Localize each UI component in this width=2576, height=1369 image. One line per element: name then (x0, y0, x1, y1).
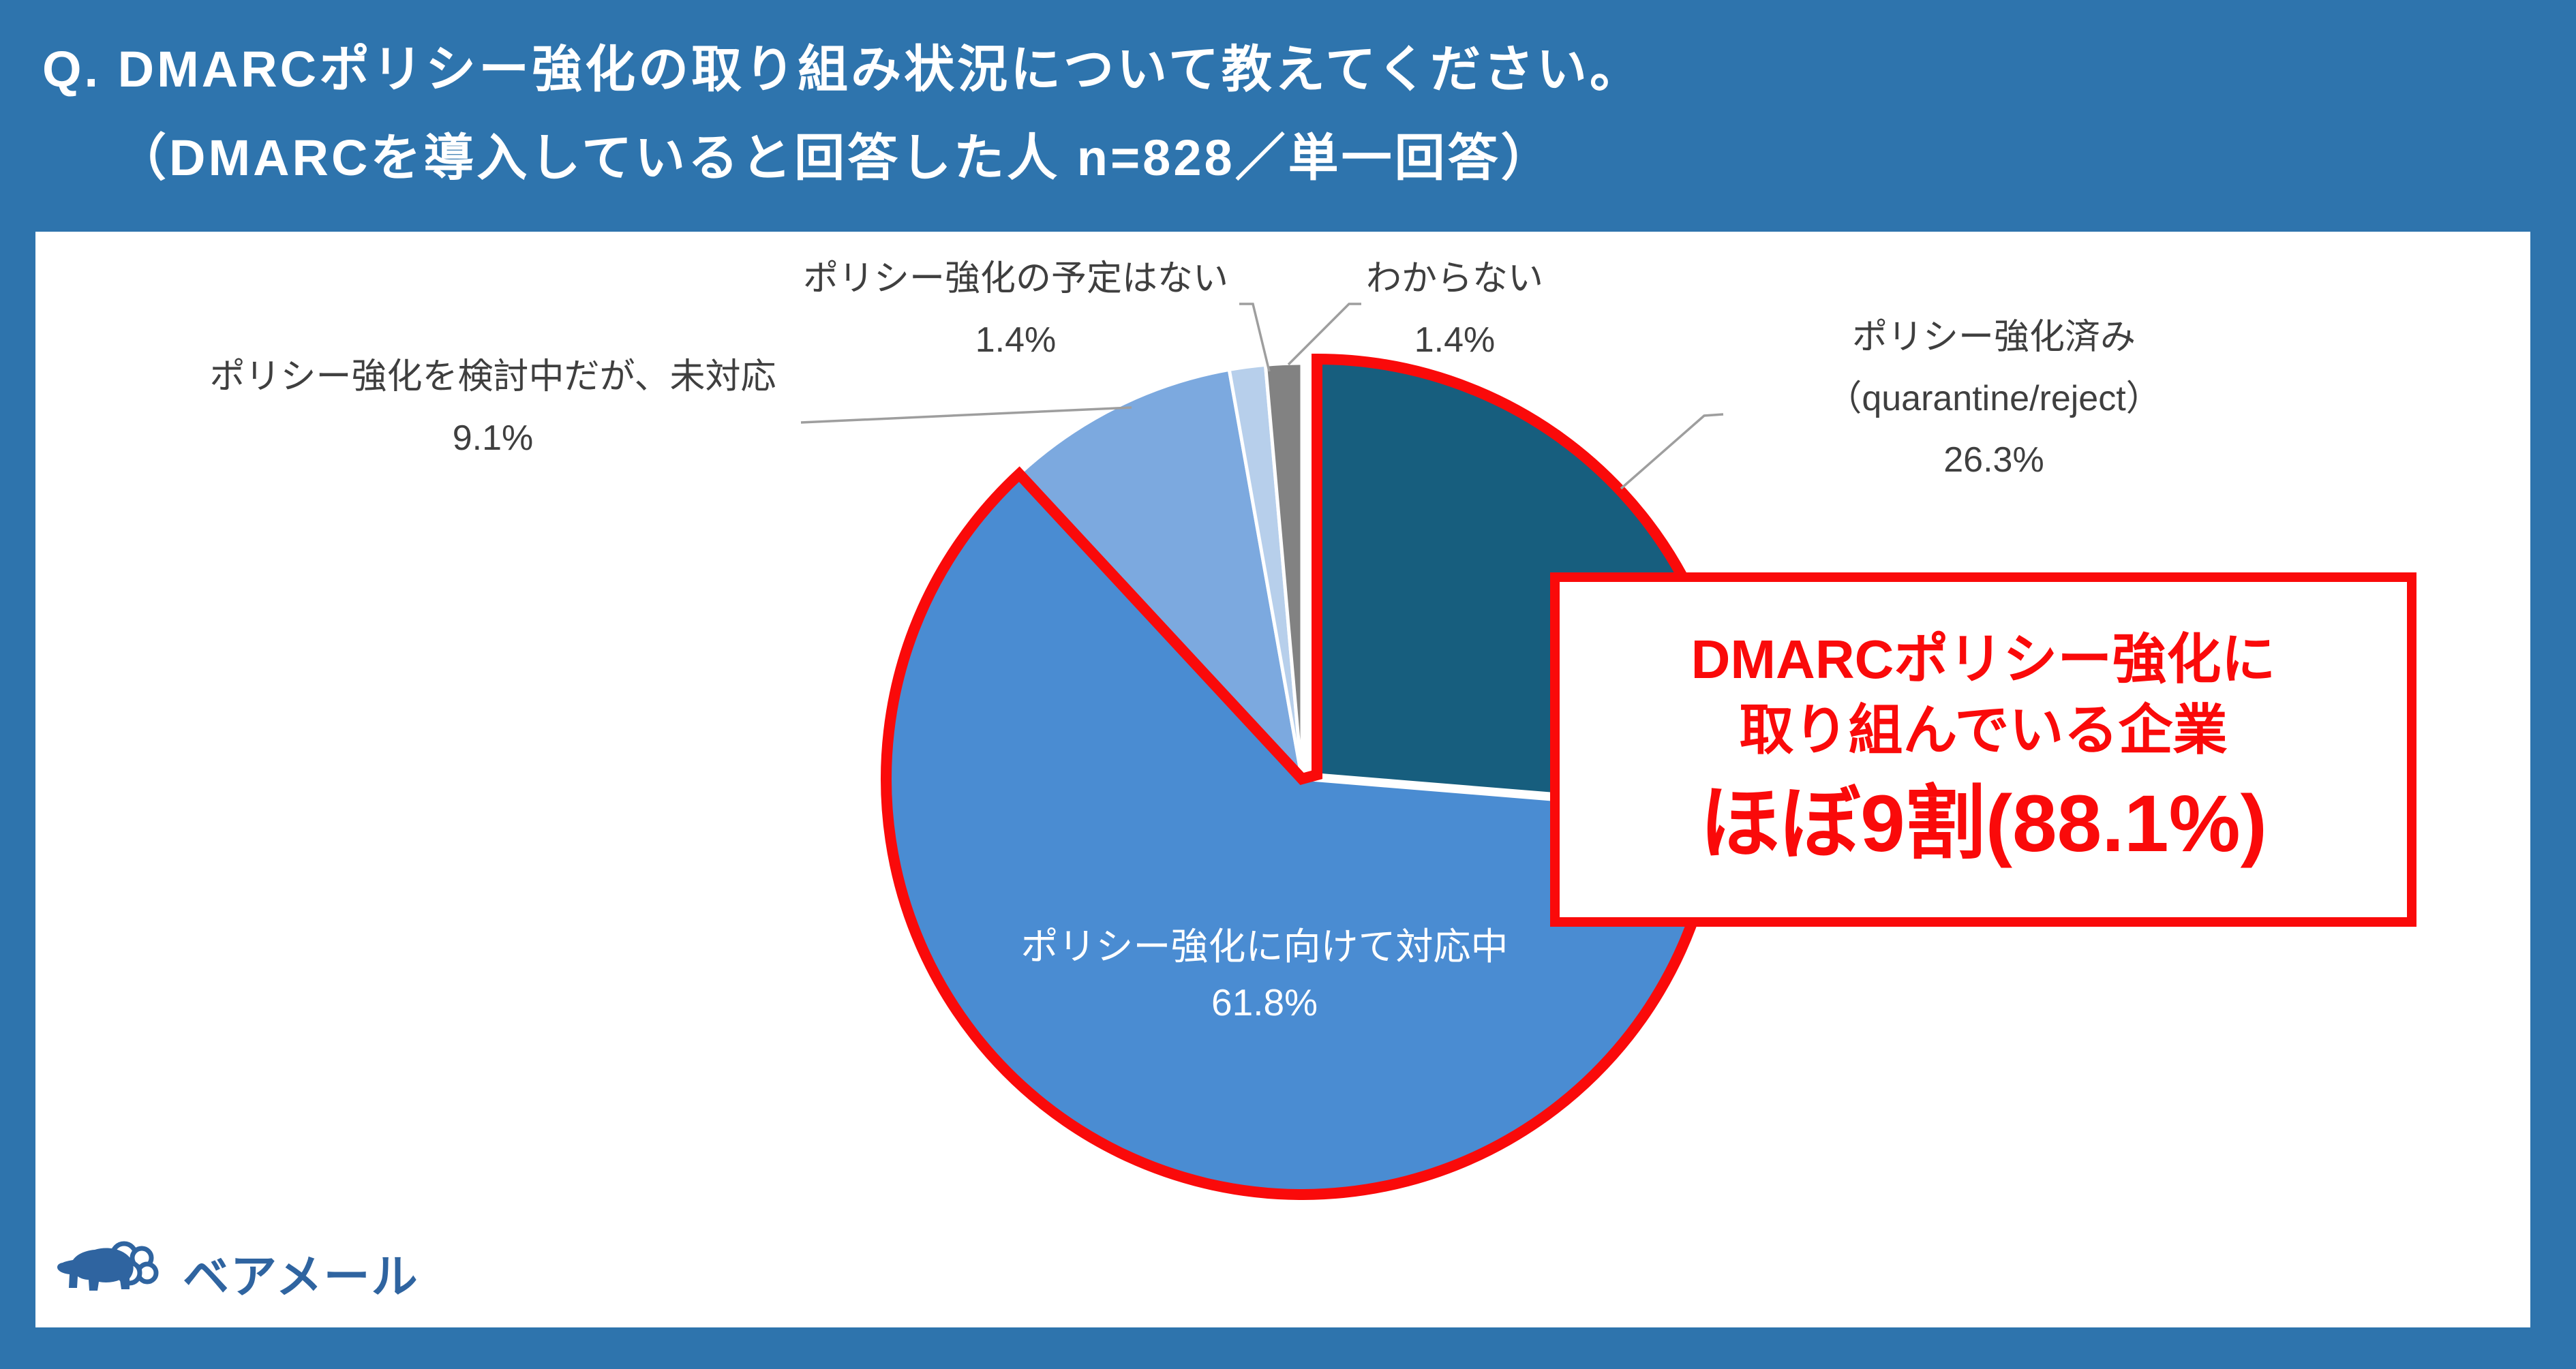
highlight-outline (881, 353, 1738, 1200)
question-title-line2: （DMARCを導入していると回答した人 n=828／単一回答） (116, 129, 1554, 186)
slice-label-in-progress: ポリシー強化に向けて対応中 61.8% (1020, 919, 1508, 1030)
slice-label-no-plan: ポリシー強化の予定はない 1.4% (803, 248, 1228, 371)
slice-label-text: ポリシー強化済み (1851, 318, 2136, 357)
slice-label-considering: ポリシー強化を検討中だが、未対応 9.1% (210, 346, 776, 469)
leader-line-no-plan (1239, 303, 1271, 372)
slice-label-text: （quarantine/reject） (1826, 379, 2162, 418)
slice-label-text: ポリシー強化に向けて対応中 (1020, 925, 1509, 968)
brand-name: ベアメール (183, 1250, 419, 1303)
question-title-line1: Q. DMARCポリシー強化の取り組み状況について教えてください。 (42, 41, 1643, 97)
leader-line-strengthened (1620, 413, 1724, 490)
brand-logo: ベアメール (53, 1235, 419, 1310)
slice-label-pct: 9.1% (452, 418, 534, 458)
slice-label-text: わからない (1365, 259, 1544, 298)
leader-line-considering (800, 406, 1132, 424)
callout-text-line2: 取り組んでいる企業 (1739, 700, 2228, 760)
leader-line-dont-know (1287, 303, 1361, 366)
slice-label-pct: 61.8% (1211, 981, 1318, 1024)
slice-label-pct: 1.4% (1414, 320, 1496, 360)
pie-slice-4 (1263, 361, 1304, 781)
slice-label-pct: 1.4% (975, 320, 1057, 360)
pie-slice-2 (1017, 367, 1304, 781)
callout-text-line1: DMARCポリシー強化に (1691, 629, 2276, 690)
slice-label-text: ポリシー強化の予定はない (802, 259, 1229, 298)
slice-label-text: ポリシー強化を検討中だが、未対応 (209, 357, 776, 397)
slice-label-policy-strengthened: ポリシー強化済み （quarantine/reject） 26.3% (1826, 307, 2161, 491)
highlight-callout-box: DMARCポリシー強化に 取り組んでいる企業 ほぼ9割(88.1%) (1550, 572, 2416, 927)
bear-cloud-icon (57, 1241, 159, 1291)
slice-label-dont-know: わからない 1.4% (1366, 248, 1543, 371)
slice-label-pct: 26.3% (1943, 440, 2044, 480)
callout-highlight-value: ほぼ9割(88.1%) (1699, 779, 2267, 869)
